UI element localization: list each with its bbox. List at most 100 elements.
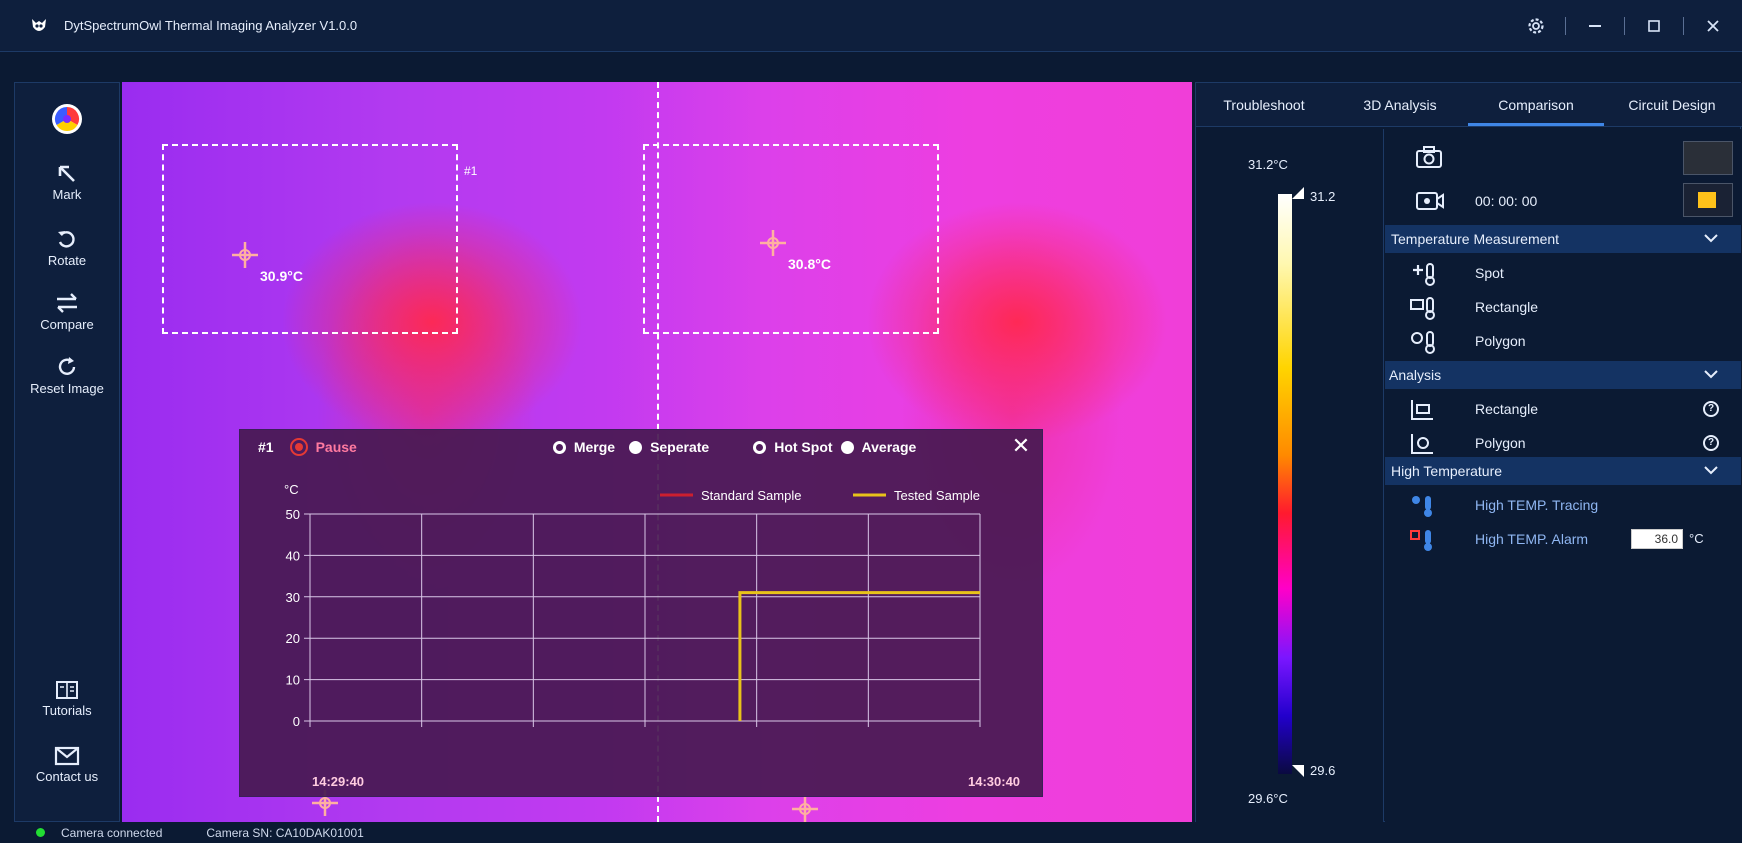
contact-us-button[interactable]: Contact us bbox=[15, 745, 119, 784]
mark-button[interactable]: Mark bbox=[15, 163, 119, 202]
radio-icon bbox=[629, 440, 643, 454]
y-tick-label: 0 bbox=[293, 714, 300, 729]
analysis-side-panel: 00: 00: 00 Temperature Measurement Spot … bbox=[1385, 129, 1741, 823]
rotate-icon bbox=[58, 231, 75, 248]
chart-grid bbox=[304, 513, 981, 727]
color-scale-panel: 31.2°C 31.2 29.6 29.6°C bbox=[1196, 129, 1384, 823]
high-temp-alarm-input[interactable] bbox=[1631, 529, 1683, 549]
section-temperature-measurement[interactable]: Temperature Measurement bbox=[1385, 225, 1741, 253]
scale-high-marker-icon[interactable] bbox=[1292, 187, 1304, 199]
maximize-icon bbox=[1648, 20, 1660, 32]
snapshot-thumbnail[interactable] bbox=[1683, 141, 1733, 175]
series-line-1 bbox=[738, 591, 980, 721]
high-temp-tracing[interactable]: High TEMP. Tracing bbox=[1385, 489, 1741, 523]
measure-spot[interactable]: Spot bbox=[1385, 257, 1741, 291]
scale-high-value: 31.2 bbox=[1310, 189, 1336, 204]
arrow-pointer-icon bbox=[58, 165, 75, 182]
y-tick-label: 50 bbox=[286, 507, 300, 522]
app-title: DytSpectrumOwl Thermal Imaging Analyzer … bbox=[64, 18, 358, 33]
tab-troubleshoot[interactable]: Troubleshoot bbox=[1223, 97, 1305, 113]
header-strip bbox=[0, 52, 1742, 80]
merge-radio[interactable]: Merge bbox=[552, 439, 615, 455]
chart-header: #1 Pause Merge Seperate Hot Spot Average… bbox=[240, 430, 1042, 464]
help-icon[interactable]: ? bbox=[1703, 435, 1719, 451]
right-panel: Troubleshoot 3D Analysis Comparison Circ… bbox=[1195, 82, 1742, 823]
roi-label: #1 bbox=[464, 164, 478, 178]
chart-series bbox=[738, 591, 980, 721]
roi-rectangle-right[interactable] bbox=[643, 144, 939, 334]
rotate-button[interactable]: Rotate bbox=[15, 227, 119, 268]
radio-icon bbox=[840, 440, 854, 454]
crosshair-icon bbox=[760, 230, 786, 256]
section-high-temperature[interactable]: High Temperature bbox=[1385, 457, 1741, 485]
video-record-icon[interactable] bbox=[1415, 189, 1445, 213]
tutorials-button[interactable]: Tutorials bbox=[15, 679, 119, 718]
record-row: 00: 00: 00 bbox=[1385, 179, 1741, 223]
tab-3d-analysis[interactable]: 3D Analysis bbox=[1363, 97, 1437, 113]
window-controls bbox=[1507, 0, 1742, 52]
status-bar: Camera connected Camera SN: CA10DAK01001 bbox=[0, 822, 1742, 843]
swap-arrows-icon bbox=[57, 293, 77, 313]
maximize-button[interactable] bbox=[1625, 0, 1683, 52]
scale-low-marker-icon[interactable] bbox=[1292, 765, 1304, 777]
section-analysis[interactable]: Analysis bbox=[1385, 361, 1741, 389]
spot-temperature-right: 30.8°C bbox=[788, 256, 831, 272]
gear-icon bbox=[1528, 18, 1544, 34]
measure-rectangle[interactable]: Rectangle bbox=[1385, 291, 1741, 325]
y-tick-label: 20 bbox=[286, 631, 300, 646]
tutorials-label: Tutorials bbox=[42, 703, 92, 718]
reset-image-button[interactable]: Reset Image bbox=[15, 355, 119, 396]
alarm-thermometer-icon bbox=[1410, 530, 1432, 551]
minimize-button[interactable] bbox=[1566, 0, 1624, 52]
analysis-polygon-icon bbox=[1411, 434, 1433, 454]
separate-radio[interactable]: Seperate bbox=[629, 439, 709, 455]
radio-icon bbox=[753, 440, 767, 454]
scale-min-label: 29.6°C bbox=[1248, 791, 1288, 806]
envelope-icon bbox=[54, 746, 80, 766]
rectangle-thermometer-icon bbox=[1410, 297, 1435, 320]
roi-rectangle-left[interactable] bbox=[162, 144, 458, 334]
book-icon bbox=[56, 681, 78, 699]
analysis-rectangle[interactable]: Rectangle ? bbox=[1385, 393, 1741, 427]
high-temp-alarm[interactable]: High TEMP. Alarm °C bbox=[1385, 523, 1741, 557]
analysis-rectangle-icon bbox=[1411, 400, 1433, 420]
palette-button[interactable] bbox=[15, 103, 119, 135]
hot-spot-radio[interactable]: Hot Spot bbox=[753, 439, 833, 455]
left-toolbar: Mark Rotate Compare Reset Image Tutorial… bbox=[14, 82, 120, 822]
alarm-unit: °C bbox=[1689, 531, 1704, 546]
recording-thumbnail[interactable] bbox=[1683, 183, 1733, 217]
camera-serial: Camera SN: CA10DAK01001 bbox=[206, 825, 364, 840]
chart-close-button[interactable]: ✕ bbox=[1011, 433, 1031, 458]
record-icon[interactable] bbox=[289, 438, 308, 456]
owl-logo-icon bbox=[32, 18, 46, 31]
settings-button[interactable] bbox=[1507, 0, 1565, 52]
temperature-line-chart: °C Standard Sample Tested Sample 50 40 3… bbox=[284, 482, 1020, 789]
y-axis-ticks: 50 40 30 20 10 0 bbox=[286, 507, 300, 729]
refresh-icon bbox=[58, 357, 76, 375]
help-icon[interactable]: ? bbox=[1703, 401, 1719, 417]
pause-button[interactable]: Pause bbox=[315, 439, 357, 455]
tab-comparison[interactable]: Comparison bbox=[1468, 83, 1604, 126]
chevron-down-icon bbox=[1704, 466, 1718, 475]
tab-circuit-design[interactable]: Circuit Design bbox=[1628, 97, 1716, 113]
compare-button[interactable]: Compare bbox=[15, 291, 119, 332]
separator bbox=[1624, 17, 1625, 35]
radio-icon bbox=[552, 440, 566, 454]
rotate-label: Rotate bbox=[47, 253, 87, 268]
reset-image-label: Reset Image bbox=[30, 381, 104, 396]
camera-icon[interactable] bbox=[1415, 145, 1443, 169]
close-button[interactable] bbox=[1684, 0, 1742, 52]
x-start-label: 14:29:40 bbox=[312, 774, 364, 789]
temperature-chart-panel: #1 Pause Merge Seperate Hot Spot Average… bbox=[239, 429, 1043, 797]
chevron-down-icon bbox=[1704, 370, 1718, 379]
color-scale-bar[interactable] bbox=[1278, 194, 1292, 774]
measure-polygon[interactable]: Polygon bbox=[1385, 325, 1741, 359]
close-icon bbox=[1707, 20, 1719, 32]
separator bbox=[1565, 17, 1566, 35]
separator bbox=[1683, 17, 1684, 35]
analysis-polygon[interactable]: Polygon ? bbox=[1385, 427, 1741, 461]
title-bar: DytSpectrumOwl Thermal Imaging Analyzer … bbox=[0, 0, 1742, 52]
average-radio[interactable]: Average bbox=[840, 439, 916, 455]
connection-status: Camera connected bbox=[61, 825, 163, 840]
